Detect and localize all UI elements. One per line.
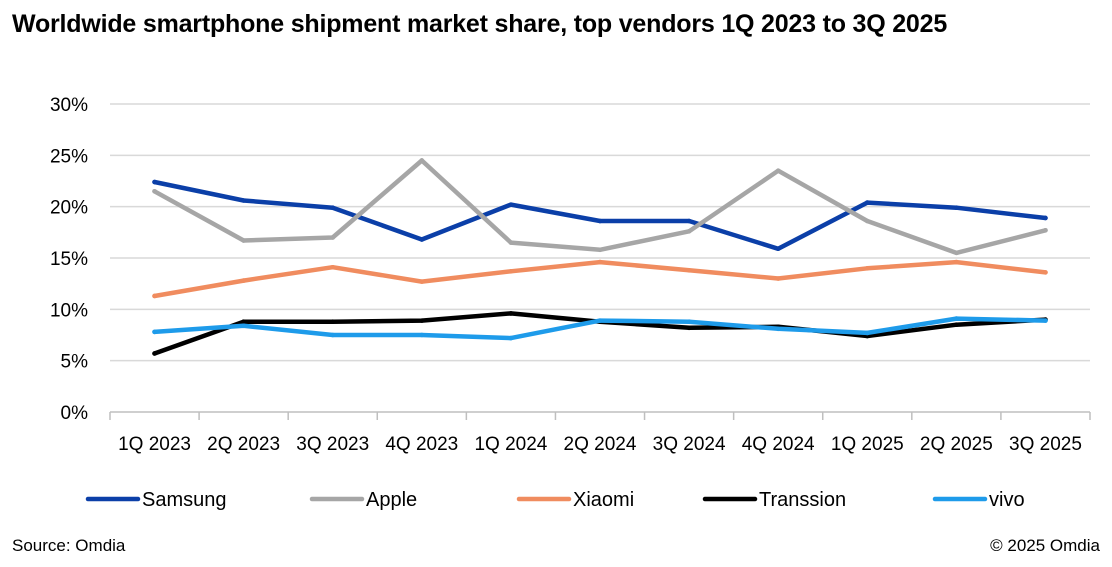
data-point-apple (419, 158, 425, 163)
x-tick-label: 4Q 2023 (385, 434, 458, 455)
data-point-apple (330, 235, 336, 240)
chart-title: Worldwide smartphone shipment market sha… (12, 10, 948, 38)
data-point-transsion (508, 311, 514, 316)
data-point-vivo (152, 329, 157, 335)
y-tick-label: 5% (61, 352, 89, 373)
data-point-apple (597, 247, 603, 253)
data-point-samsung (330, 205, 336, 210)
x-tick-label: 3Q 2023 (296, 434, 369, 455)
legend-label: Xiaomi (573, 489, 634, 511)
data-point-xiaomi (597, 259, 603, 265)
data-point-samsung (419, 237, 425, 242)
series-lines (152, 158, 1048, 356)
data-point-apple (152, 188, 157, 194)
data-point-vivo (508, 335, 514, 341)
x-tick-label: 1Q 2025 (831, 434, 904, 455)
data-point-apple (686, 229, 692, 234)
legend-item-xiaomi: Xiaomi (516, 489, 634, 511)
y-tick-label: 25% (50, 146, 88, 167)
x-tick-label: 3Q 2025 (1009, 434, 1082, 455)
legend-item-transsion: Transsion (702, 489, 846, 511)
data-point-samsung (241, 198, 246, 203)
data-point-samsung (954, 205, 959, 210)
x-tick-label: 3Q 2024 (653, 434, 726, 455)
data-point-vivo (864, 330, 870, 336)
data-point-xiaomi (330, 264, 336, 270)
axes: 0% 5% 10% 15% 20% 25% 30% 1Q 2023 2Q 2023 3Q 2023… (50, 95, 1091, 455)
y-tick-label: 10% (50, 300, 88, 321)
x-tick-label: 4Q 2024 (742, 434, 815, 455)
data-point-vivo (597, 318, 603, 323)
data-point-vivo (241, 323, 246, 329)
data-point-transsion (686, 325, 692, 331)
data-point-samsung (686, 218, 692, 224)
data-point-vivo (686, 319, 692, 324)
data-point-vivo (330, 332, 336, 338)
x-tick-label: 2Q 2024 (564, 434, 637, 455)
gridlines (110, 103, 1090, 362)
data-point-vivo (419, 332, 425, 338)
data-point-apple (775, 168, 781, 174)
x-tick-label: 2Q 2023 (207, 434, 280, 455)
x-tick-label: 2Q 2025 (920, 434, 993, 455)
legend-item-apple: Apple (309, 489, 417, 511)
copyright-note: © 2025 Omdia (990, 536, 1100, 555)
data-point-vivo (775, 326, 781, 332)
data-point-apple (508, 240, 514, 245)
source-note: Source: Omdia (12, 536, 126, 555)
data-point-transsion (241, 319, 246, 324)
data-point-xiaomi (864, 265, 870, 271)
y-tick-label: 20% (50, 198, 88, 219)
data-point-transsion (419, 318, 425, 323)
legend: Samsung Apple Xiaomi Transsion vivo (85, 489, 1025, 511)
data-point-xiaomi (1043, 270, 1048, 275)
legend-label: Transsion (759, 489, 846, 511)
legend-item-samsung: Samsung (85, 489, 227, 511)
data-point-samsung (775, 246, 781, 252)
legend-label: Apple (366, 489, 417, 511)
x-tick-label: 1Q 2023 (118, 434, 191, 455)
y-tick-label: 0% (61, 403, 89, 424)
data-point-transsion (330, 319, 336, 324)
data-point-vivo (954, 316, 959, 321)
data-point-apple (864, 218, 870, 224)
legend-item-vivo: vivo (932, 489, 1025, 511)
data-point-samsung (508, 202, 514, 207)
x-tick-label: 1Q 2024 (474, 434, 547, 455)
data-point-xiaomi (152, 293, 157, 299)
series-line-xiaomi (152, 259, 1048, 299)
data-point-apple (954, 250, 959, 256)
data-point-samsung (152, 179, 157, 185)
data-point-xiaomi (686, 268, 692, 273)
data-point-xiaomi (419, 279, 425, 284)
data-point-xiaomi (775, 276, 781, 281)
data-point-apple (241, 238, 246, 243)
data-point-xiaomi (508, 269, 514, 274)
data-point-samsung (1043, 215, 1048, 221)
data-point-samsung (864, 200, 870, 205)
data-point-apple (1043, 227, 1048, 233)
data-point-transsion (954, 322, 959, 328)
data-point-xiaomi (241, 278, 246, 283)
legend-label: Samsung (142, 489, 227, 511)
y-tick-label: 15% (50, 249, 88, 270)
legend-label: vivo (989, 489, 1025, 511)
data-point-vivo (1043, 318, 1048, 323)
y-tick-label: 30% (50, 95, 88, 116)
data-point-transsion (152, 351, 157, 356)
data-point-xiaomi (954, 259, 959, 265)
data-point-samsung (597, 218, 603, 224)
